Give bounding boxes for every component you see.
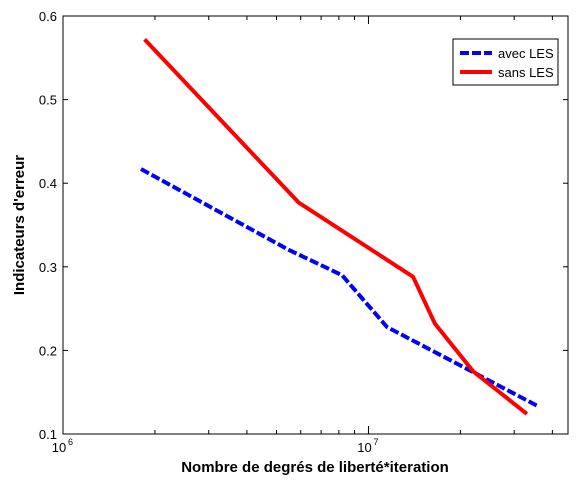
axis-ticks: 0.10.20.30.40.50.610 6 10 7 <box>39 9 568 455</box>
x-tick-exponent-1: 7 <box>373 437 378 447</box>
x-tick-label-0: 10 <box>52 440 66 455</box>
y-tick-label-5: 0.6 <box>39 9 57 24</box>
x-tick-label-1: 10 <box>357 440 371 455</box>
legend-label-avec-les: avec LES <box>498 46 554 61</box>
x-tick-exponent-0: 6 <box>68 437 73 447</box>
series-layer <box>140 38 540 416</box>
y-tick-label-4: 0.5 <box>39 93 57 108</box>
y-tick-label-0: 0.1 <box>39 427 57 442</box>
legend-label-sans-les: sans LES <box>498 65 554 80</box>
x-axis-title: Nombre de degrés de liberté*iteration <box>181 459 449 476</box>
series-line-avec-les <box>140 167 540 409</box>
legend: avec LES sans LES <box>452 38 559 86</box>
y-axis-title: Indicateurs d'erreur <box>11 155 28 295</box>
series-line-sans-les <box>143 38 529 416</box>
y-tick-label-3: 0.4 <box>39 176 57 191</box>
plot-area <box>62 15 569 435</box>
legend-box <box>452 38 559 86</box>
y-tick-label-1: 0.2 <box>39 343 57 358</box>
y-tick-label-2: 0.3 <box>39 260 57 275</box>
